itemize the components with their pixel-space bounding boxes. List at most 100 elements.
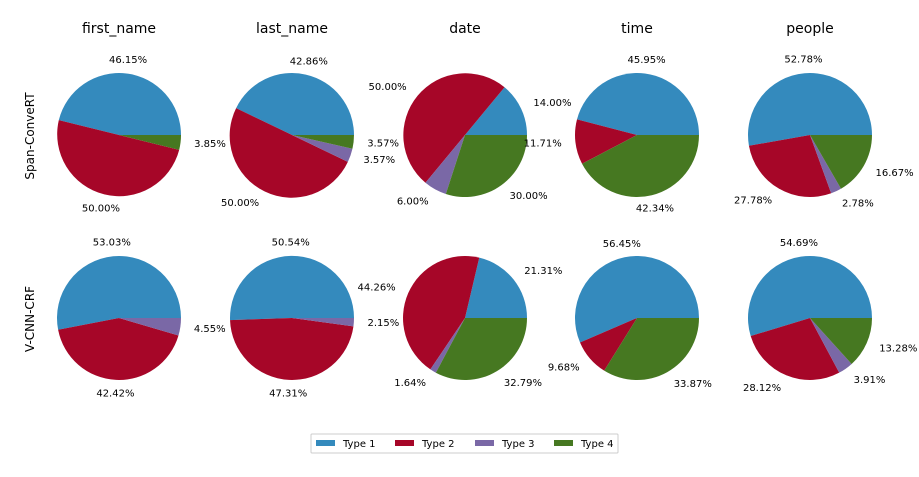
pie-slice-type-2 xyxy=(229,108,348,198)
legend-box xyxy=(310,433,619,454)
pie-label-type-2: 50.00% xyxy=(82,203,120,214)
pie-v-cnn-crf-time: 56.45% 9.68% 33.87% xyxy=(548,239,712,390)
column-titles: first_name last_name date time people xyxy=(82,21,834,37)
pie-span-convert-people: 52.78% 27.78% 2.78% 16.67% xyxy=(734,55,914,210)
legend-label-type-4: Type 4 xyxy=(580,439,614,450)
pie-slice-type-1 xyxy=(748,72,872,146)
legend-swatch-type-1 xyxy=(316,440,335,446)
pie-label-type-2: 42.42% xyxy=(96,389,134,400)
pie-label-type-4: 13.28% xyxy=(879,344,917,355)
pie-label-type-4: 3.57% xyxy=(367,139,399,150)
row-labels: Span-ConveRT V-CNN-CRF xyxy=(23,92,37,352)
pie-label-type-4: 30.00% xyxy=(510,191,548,202)
pie-slice-type-4 xyxy=(119,135,181,150)
pie-label-type-4: 16.67% xyxy=(876,168,914,179)
row-label-v-cnn-crf: V-CNN-CRF xyxy=(23,286,37,352)
pie-slice-type-4 xyxy=(604,318,699,381)
pie-label-type-2: 44.26% xyxy=(358,283,396,294)
legend-swatch-type-4 xyxy=(554,440,573,446)
pie-label-type-2: 11.71% xyxy=(524,139,562,150)
pie-label-type-1: 56.45% xyxy=(603,239,641,250)
pie-slice-type-4 xyxy=(810,135,872,189)
pie-label-type-1: 21.31% xyxy=(524,266,562,277)
pie-label-type-3: 3.91% xyxy=(854,375,886,386)
pie-slice-type-3 xyxy=(430,318,465,373)
pie-slice-type-2 xyxy=(580,318,637,371)
pie-slice-type-3 xyxy=(292,318,354,327)
pie-label-type-3: 1.64% xyxy=(394,378,426,389)
pie-slice-type-3 xyxy=(810,318,852,373)
pie-label-type-1: 50.54% xyxy=(272,237,310,248)
pie-slice-type-2 xyxy=(57,120,180,197)
pie-label-type-2: 28.12% xyxy=(743,383,781,394)
pie-label-type-3: 3.57% xyxy=(363,155,395,166)
pie-label-type-2: 50.00% xyxy=(221,198,259,209)
column-title-last-name: last_name xyxy=(256,21,328,37)
column-title-first-name: first_name xyxy=(82,21,156,37)
legend: Type 1 Type 2 Type 3 Type 4 xyxy=(310,433,619,454)
pie-label-type-2: 47.31% xyxy=(269,389,307,400)
pie-label-type-3: 6.00% xyxy=(397,196,429,207)
pie-label-type-3: 2.15% xyxy=(368,318,400,329)
pie-v-cnn-crf-people: 54.69% 28.12% 3.91% 13.28% xyxy=(743,238,917,394)
pie-label-type-4: 32.79% xyxy=(504,378,542,389)
pie-label-type-2: 50.00% xyxy=(369,82,407,93)
pie-slice-type-2 xyxy=(403,256,480,370)
pie-span-convert-date: 14.00% 50.00% 6.00% 30.00% xyxy=(369,73,572,207)
pie-label-type-2: 9.68% xyxy=(548,362,580,373)
pie-slice-type-3 xyxy=(119,318,181,336)
pie-slice-type-4 xyxy=(445,135,527,198)
pie-slice-type-1 xyxy=(236,73,354,135)
pie-slice-type-3 xyxy=(425,135,465,194)
pie-slice-type-1 xyxy=(577,73,699,135)
pie-span-convert-first-name: 46.15% 50.00% 3.85% xyxy=(57,55,226,214)
pie-v-cnn-crf-date: 21.31% 44.26% 1.64% 32.79% xyxy=(358,256,562,389)
pie-label-type-1: 53.03% xyxy=(93,238,131,249)
pie-slice-type-4 xyxy=(810,318,872,364)
pie-slice-type-2 xyxy=(750,318,840,380)
pie-slice-type-2 xyxy=(575,119,637,164)
pie-slice-type-1 xyxy=(748,256,872,337)
pie-slice-type-2 xyxy=(748,135,832,198)
pie-panels: 46.15%50.00%3.85%42.86%50.00%3.57%3.57%1… xyxy=(57,55,917,400)
pie-label-type-4: 33.87% xyxy=(674,379,712,390)
pie-v-cnn-crf-last-name: 50.54% 47.31% 2.15% xyxy=(230,237,400,400)
column-title-people: people xyxy=(786,21,833,37)
pie-slice-type-1 xyxy=(465,257,527,318)
pie-slice-type-1 xyxy=(465,87,527,135)
pie-label-type-3: 4.55% xyxy=(194,324,226,335)
pie-span-convert-last-name: 42.86% 50.00% 3.57% 3.57% xyxy=(221,56,399,209)
legend-swatch-type-2 xyxy=(395,440,414,446)
pie-label-type-3: 2.78% xyxy=(842,199,874,210)
pie-label-type-1: 14.00% xyxy=(533,98,571,109)
pie-label-type-2: 27.78% xyxy=(734,196,772,207)
pie-v-cnn-crf-first-name: 53.03% 42.42% 4.55% xyxy=(57,238,226,400)
pie-label-type-1: 46.15% xyxy=(109,55,147,66)
pie-label-type-1: 45.95% xyxy=(628,55,666,66)
legend-label-type-1: Type 1 xyxy=(342,439,376,450)
column-title-time: time xyxy=(621,21,653,37)
pie-slice-type-4 xyxy=(582,135,699,198)
legend-label-type-3: Type 3 xyxy=(501,439,535,450)
pie-slice-type-2 xyxy=(58,318,179,380)
pie-label-type-4: 42.34% xyxy=(636,204,674,215)
pie-slice-type-1 xyxy=(230,255,355,321)
pie-slice-type-1 xyxy=(57,255,181,330)
pie-slice-type-3 xyxy=(292,135,353,162)
pie-slice-type-1 xyxy=(58,73,182,135)
row-label-span-convert: Span-ConveRT xyxy=(23,92,37,180)
pie-slice-type-2 xyxy=(230,318,354,381)
pie-label-type-1: 52.78% xyxy=(784,55,822,66)
legend-label-type-2: Type 2 xyxy=(421,439,455,450)
pie-slice-type-4 xyxy=(435,318,527,381)
pie-slice-type-1 xyxy=(574,256,699,343)
legend-swatch-type-3 xyxy=(475,440,494,446)
pie-label-type-1: 54.69% xyxy=(780,238,818,249)
pie-span-convert-time: 45.95% 11.71% 42.34% xyxy=(524,55,699,215)
pie-slice-type-2 xyxy=(403,73,505,183)
pie-label-type-4: 3.85% xyxy=(194,139,226,150)
column-title-date: date xyxy=(449,21,481,37)
pie-label-type-1: 42.86% xyxy=(290,56,328,67)
pie-slice-type-3 xyxy=(810,135,841,194)
